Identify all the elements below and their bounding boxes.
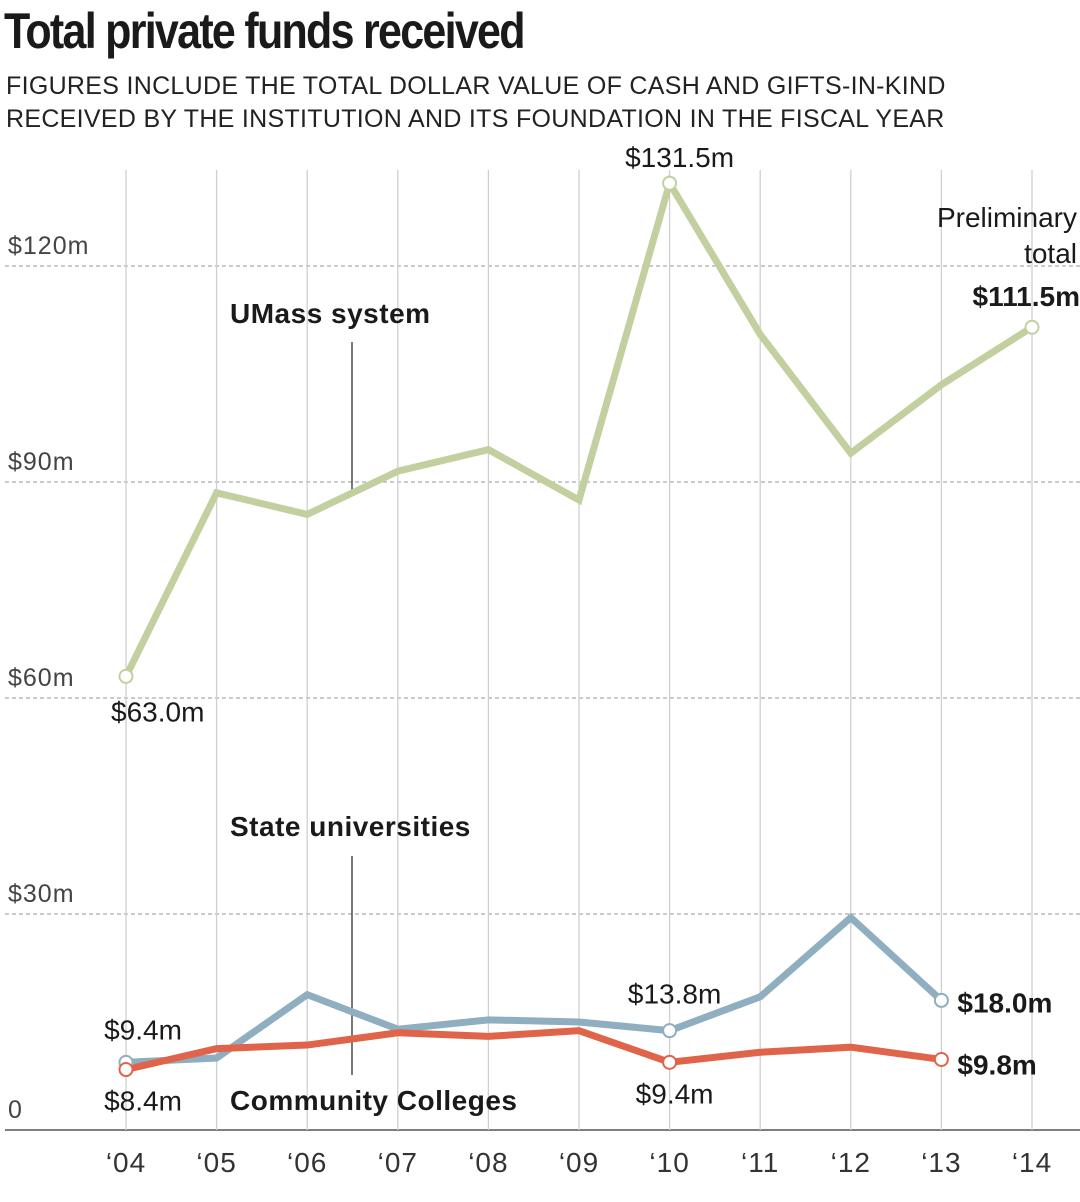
data-label: $63.0m (111, 696, 204, 727)
x-tick-label: ‘10 (649, 1147, 689, 1178)
y-tick-label: $90m (8, 448, 75, 476)
x-tick-label: ‘08 (468, 1147, 508, 1178)
preliminary-note: Preliminary (937, 202, 1077, 233)
data-point-marker (662, 1054, 678, 1070)
y-tick-label: $120m (8, 232, 89, 260)
series-line-state-universities (125, 912, 944, 1066)
subtitle-line-1: FIGURES INCLUDE THE TOTAL DOLLAR VALUE O… (6, 72, 946, 100)
y-tick-label: $30m (8, 880, 75, 908)
x-tick-label: ‘07 (378, 1147, 418, 1178)
data-label: $8.4m (104, 1086, 182, 1117)
x-tick-label: ‘09 (559, 1147, 599, 1178)
data-label: $9.4m (104, 1014, 182, 1045)
data-point-marker (933, 1051, 949, 1067)
data-point-marker (1024, 319, 1040, 335)
series-line-community-colleges (125, 1027, 942, 1073)
x-tick-label: ‘05 (196, 1147, 236, 1178)
data-point-marker (118, 1062, 134, 1078)
data-label: $131.5m (625, 142, 734, 173)
x-tick-label: ‘11 (741, 1147, 779, 1178)
x-axis-ticks: ‘04 ‘05 ‘06 ‘07 ‘08 ‘09 ‘10 ‘11 ‘12 ‘13 ‘14 (106, 1147, 1052, 1178)
chart-subtitle: FIGURES INCLUDE THE TOTAL DOLLAR VALUE O… (6, 70, 946, 136)
data-label: $9.8m (957, 1049, 1036, 1080)
series-label-state-universities: State universities (230, 811, 471, 842)
x-tick-label: ‘04 (106, 1147, 146, 1178)
data-point-marker (933, 992, 949, 1008)
preliminary-note: total (1024, 238, 1077, 269)
series-label-umass: UMass system (230, 298, 431, 329)
data-point-marker (662, 1023, 678, 1039)
x-tick-label: ‘14 (1012, 1147, 1052, 1178)
series-markers (118, 175, 1040, 1078)
y-tick-label: $60m (8, 664, 75, 692)
series-label-community-colleges: Community Colleges (230, 1085, 517, 1116)
x-tick-label: ‘12 (831, 1147, 871, 1178)
x-tick-label: ‘06 (287, 1147, 327, 1178)
y-tick-label: 0 (8, 1096, 23, 1124)
data-label: $18.0m (957, 987, 1052, 1018)
chart-title: Total private funds received (4, 3, 525, 59)
data-point-marker (662, 175, 678, 191)
series-line-umass (122, 174, 1034, 678)
data-label: $9.4m (636, 1078, 714, 1109)
data-labels: $63.0m $131.5m $111.5m $9.4m $13.8m $18.0m $8.… (104, 142, 1080, 1116)
data-label: $13.8m (628, 979, 721, 1010)
x-tick-label: ‘13 (921, 1147, 961, 1178)
subtitle-line-2: RECEIVED BY THE INSTITUTION AND ITS FOUN… (6, 105, 945, 133)
series-labels: UMass system State universities Community … (230, 298, 517, 1116)
data-point-marker (118, 668, 134, 684)
data-label: $111.5m (973, 281, 1080, 312)
grid-lines (5, 170, 1080, 1131)
y-axis-ticks: 0 $30m $60m $90m $120m (8, 232, 89, 1124)
series-lines (122, 174, 1034, 1073)
